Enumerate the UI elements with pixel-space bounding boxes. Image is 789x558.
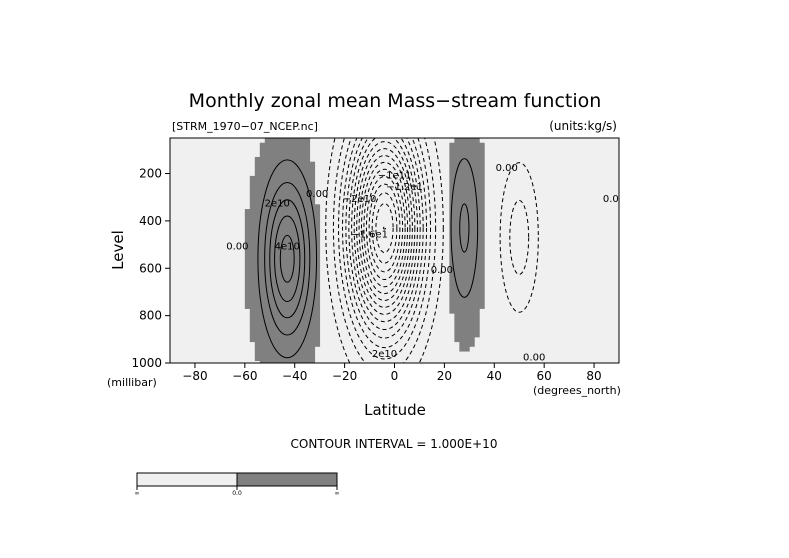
y-tick-label: 200: [139, 167, 162, 181]
colorbar-negative: [136, 472, 238, 487]
positive-contour: [269, 199, 306, 319]
negative-contour: [360, 161, 409, 295]
negative-contour: [365, 175, 404, 281]
y-tick-label: 1000: [131, 356, 162, 370]
positive-contour: [274, 215, 301, 303]
colorbar-label-zero: 0.0: [232, 490, 242, 497]
contour-label: 0.00: [603, 194, 625, 205]
contour-label: 2e10: [265, 199, 290, 210]
positive-contour: [279, 234, 295, 283]
contour-label: 0.00: [523, 353, 545, 364]
negative-contour: [338, 138, 432, 360]
positive-shading: [244, 138, 485, 363]
negative-contour: [371, 192, 398, 264]
y-unit-label: (millibar): [107, 376, 157, 389]
x-tick-label: 60: [537, 369, 552, 383]
units-label: (units:kg/s): [549, 119, 617, 133]
x-tick-label: 80: [586, 369, 601, 383]
x-tick-label: −60: [232, 369, 257, 383]
y-tick-label: 400: [139, 214, 162, 228]
x-tick-label: 20: [437, 369, 452, 383]
contour-label: 0.00: [306, 189, 328, 200]
contour-label: −1e11: [378, 170, 412, 181]
y-tick-label: 600: [139, 261, 162, 275]
negative-contour: [356, 148, 413, 308]
contour-lines: [257, 138, 539, 363]
contour-interval-text: CONTOUR INTERVAL = 1.000E+10: [291, 437, 498, 451]
negative-contour: [342, 138, 428, 349]
contour-label: −1.6e1: [351, 229, 388, 240]
negative-contour: [363, 168, 406, 288]
negative-contour: [325, 138, 444, 363]
negative-contour: [345, 138, 424, 339]
plot-area: 2e10 4e10 0.00 0.00 −2e10 −1.6e1 −1e11−1.2e1 0.…: [170, 138, 625, 364]
colorbar: ∞ 0.0 ∞: [135, 472, 340, 497]
file-label: [STRM_1970−07_NCEP.nc]: [172, 120, 318, 133]
x-tick-label: −20: [332, 369, 357, 383]
chart-title: Monthly zonal mean Mass−stream function: [189, 90, 602, 112]
x-tick-label: 40: [487, 369, 502, 383]
x-axis: −80 −60 −40 −20 0 20 40 60 80: [182, 363, 602, 383]
negative-contour: [353, 141, 416, 315]
negative-contour: [332, 138, 437, 363]
negative-contour: [348, 138, 421, 330]
contour-label: 0.00: [496, 163, 518, 174]
contour-label: 4e10: [275, 241, 300, 252]
x-tick-label: −80: [182, 369, 207, 383]
contour-labels: 2e10 4e10 0.00 0.00 −2e10 −1.6e1 −1e11−1.2e1 0.…: [226, 163, 625, 364]
positive-contour: [459, 203, 470, 253]
positive-contour: [264, 182, 311, 336]
x-tick-label: −40: [282, 369, 307, 383]
negative-contour: [368, 183, 401, 273]
x-axis-label: Latitude: [364, 401, 426, 419]
negative-contour: [375, 203, 394, 253]
contour-label: −2e10: [343, 194, 377, 205]
negative-contour: [358, 155, 411, 301]
positive-contour: [257, 159, 318, 359]
x-tick-label: 0: [391, 369, 399, 383]
contour-label: −1.2e1: [386, 182, 423, 193]
y-axis-label: Level: [109, 230, 127, 270]
contour-label: 2e10: [372, 349, 397, 360]
y-tick-label: 800: [139, 309, 162, 323]
contour-label: 0.00: [226, 241, 248, 252]
colorbar-positive: [236, 472, 338, 487]
negative-contour: [499, 162, 539, 313]
negative-contour: [383, 226, 387, 230]
positive-contour: [450, 158, 479, 298]
colorbar-label-max: ∞: [335, 490, 340, 497]
y-axis: 200 400 600 800 1000: [131, 167, 170, 370]
negative-contour: [509, 200, 530, 275]
x-unit-label: (degrees_north): [533, 384, 621, 397]
negative-contour: [351, 138, 418, 323]
contour-label: 0.00: [431, 265, 453, 276]
colorbar-label-min: ∞: [135, 490, 140, 497]
